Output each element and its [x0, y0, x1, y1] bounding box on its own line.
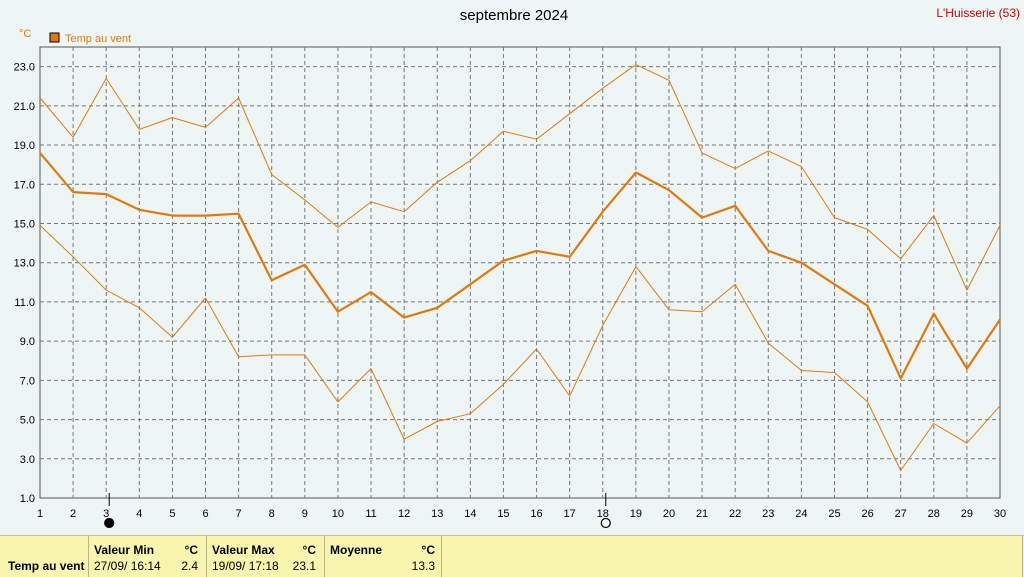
series-line-min [39, 225, 1001, 471]
x-tick-label: 22 [729, 508, 741, 520]
y-tick-labels: 1.0 3.0 5.0 7.0 9.0 11.0 13.0 15.0 17.0 19.0 21.0 2… [14, 62, 35, 505]
x-tick-label: 13 [431, 508, 443, 520]
legend-swatch [49, 32, 60, 43]
grid [40, 47, 1000, 498]
x-tick-label: 11 [365, 508, 376, 520]
y-tick-label: 3.0 [20, 454, 35, 466]
x-tick-label: 16 [530, 508, 542, 520]
full-moon-icon [600, 517, 611, 529]
x-tick-label: 10 [332, 508, 344, 520]
x-tick-label: 18 [597, 508, 609, 520]
footer-mean-cell: Moyenne °C 13.3 [325, 536, 442, 577]
moon-phases [104, 493, 611, 529]
x-tick-label: 23 [762, 508, 774, 520]
y-tick-label: 5.0 [20, 415, 35, 427]
x-tick-label: 15 [497, 508, 509, 520]
y-tick-label: 1.0 [20, 493, 35, 505]
y-tick-label: 23.0 [14, 62, 35, 74]
x-tick-label: 5 [169, 508, 175, 520]
legend-label: Temp au vent [65, 33, 131, 45]
x-tick-label: 3 [103, 508, 109, 520]
footer-row-label: Temp au vent [8, 559, 85, 573]
min-value: 2.4 [181, 559, 198, 573]
mean-header: Moyenne [330, 543, 383, 557]
x-tick-label: 29 [961, 508, 973, 520]
x-tick-label: 2 [70, 508, 76, 520]
x-tick-labels: 1 2 3 4 5 6 7 8 9 10 11 12 13 14 15 16 17 18 19 20 21 22 23 24 2… [37, 508, 1006, 520]
x-tick-label: 7 [236, 508, 242, 520]
x-tick-label: 21 [696, 508, 708, 520]
y-tick-label: 17.0 [14, 179, 35, 191]
x-tick-label: 25 [828, 508, 840, 520]
x-tick-label: 1 [37, 508, 43, 520]
series-lines [39, 64, 1001, 471]
x-tick-label: 27 [895, 508, 907, 520]
x-tick-label: 26 [861, 508, 873, 520]
x-tick-label: 28 [928, 508, 940, 520]
x-tick-label: 17 [564, 508, 576, 520]
summary-footer: Temp au vent Valeur Min °C 27/09/ 16:14 … [0, 535, 1024, 577]
x-tick-label: 24 [795, 508, 807, 520]
footer-min-cell: Valeur Min °C 27/09/ 16:14 2.4 [89, 536, 207, 577]
max-header: Valeur Max [212, 543, 275, 557]
series-line-mean [39, 152, 1001, 380]
footer-row-label-cell: Temp au vent [0, 536, 89, 577]
footer-empty-cell [442, 536, 1023, 577]
x-tick-label: 6 [202, 508, 208, 520]
x-tick-label: 20 [663, 508, 675, 520]
x-tick-label: 9 [302, 508, 308, 520]
x-tick-label: 14 [464, 508, 476, 520]
series-line-max [39, 64, 1001, 291]
chart-title: septembre 2024 [460, 7, 568, 24]
temperature-chart: 1.0 3.0 5.0 7.0 9.0 11.0 13.0 15.0 17.0 19.0 21.0 2… [14, 6, 1020, 529]
x-tick-label: 8 [269, 508, 275, 520]
max-date: 19/09/ 17:18 [212, 559, 279, 573]
plot-area [39, 46, 1001, 499]
min-header: Valeur Min [94, 543, 155, 557]
x-tick-label: 19 [630, 508, 642, 520]
min-date: 27/09/ 16:14 [94, 559, 161, 573]
new-moon-icon [104, 517, 115, 529]
y-tick-label: 11.0 [14, 297, 35, 309]
x-tick-label: 4 [136, 508, 142, 520]
mean-unit: °C [421, 543, 435, 557]
max-unit: °C [302, 543, 316, 557]
y-tick-label: 9.0 [20, 336, 35, 348]
x-tick-label: 12 [398, 508, 410, 520]
mean-value: 13.3 [411, 559, 435, 573]
y-tick-label: 7.0 [20, 375, 35, 387]
station-name: L'Huisserie (53) [936, 6, 1020, 20]
y-tick-label: 21.0 [14, 101, 35, 113]
footer-max-cell: Valeur Max °C 19/09/ 17:18 23.1 [207, 536, 325, 577]
y-tick-label: 13.0 [14, 258, 35, 270]
y-tick-label: 19.0 [14, 140, 35, 152]
min-unit: °C [184, 543, 198, 557]
y-unit-label: °C [19, 28, 31, 40]
max-value: 23.1 [292, 559, 316, 573]
x-tick-label: 30 [994, 508, 1006, 520]
y-tick-label: 15.0 [14, 218, 35, 230]
